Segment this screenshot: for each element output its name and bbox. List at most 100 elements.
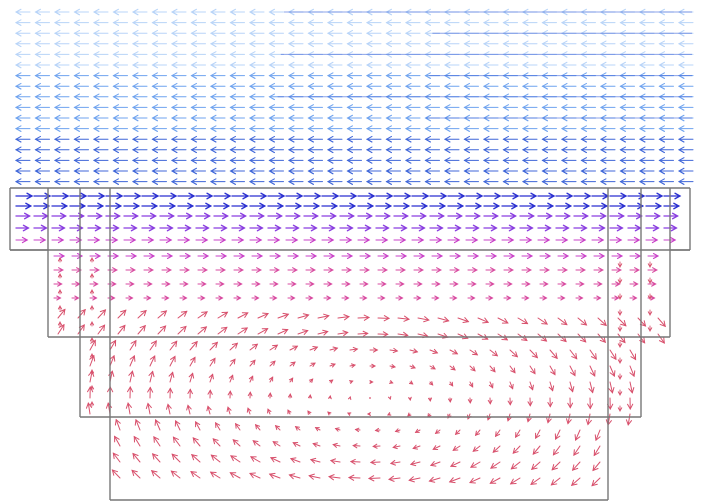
- arrow-tick: [620, 170, 626, 175]
- arrow: [447, 202, 465, 210]
- arrow-tick: [54, 117, 61, 122]
- arrow-tick: [113, 149, 119, 154]
- arrow-tick: [54, 75, 61, 79]
- arrow: [269, 252, 282, 260]
- arrow: [447, 397, 453, 403]
- arrow: [89, 281, 99, 287]
- arrow: [431, 252, 444, 260]
- arrow: [165, 403, 172, 415]
- arrow-tick: [132, 75, 139, 79]
- arrow: [617, 293, 623, 300]
- arrow: [449, 365, 456, 371]
- arrow: [394, 428, 401, 433]
- arrow-tick: [230, 64, 236, 69]
- arrow-tick: [113, 117, 119, 122]
- arrow-tick: [191, 54, 197, 58]
- arrow: [105, 224, 120, 232]
- arrow-tick: [113, 181, 119, 185]
- arrow-tick: [483, 181, 490, 185]
- arrow-tick: [249, 64, 256, 69]
- arrow-tick: [678, 85, 685, 90]
- arrow-tick: [54, 32, 61, 37]
- arrow: [57, 273, 63, 279]
- arrow-tick: [386, 85, 392, 90]
- arrow: [213, 192, 232, 200]
- arrow-tick: [483, 43, 490, 48]
- arrow-tick: [249, 85, 256, 90]
- arrow-tick: [561, 181, 568, 185]
- arrow: [269, 267, 280, 273]
- arrow-tick: [269, 138, 275, 143]
- arrow-tick: [600, 43, 607, 48]
- arrow-tick: [113, 43, 119, 48]
- arrow: [537, 317, 549, 325]
- arrow-tick: [191, 149, 197, 154]
- arrow: [285, 202, 303, 210]
- arrow: [339, 212, 355, 220]
- arrow: [573, 445, 581, 456]
- arrow-tick: [269, 22, 275, 26]
- arrow: [206, 405, 212, 415]
- arrow: [321, 236, 335, 244]
- arrow: [532, 445, 541, 455]
- arrow-tick: [113, 170, 119, 175]
- arrow-tick: [113, 160, 119, 164]
- arrow: [197, 281, 207, 287]
- arrow: [179, 281, 189, 287]
- arrow: [509, 349, 519, 358]
- arrow: [249, 359, 256, 367]
- arrow-tick: [678, 128, 685, 132]
- arrow: [235, 422, 241, 431]
- arrow: [148, 370, 155, 383]
- arrow-tick: [347, 43, 353, 48]
- arrow-tick: [15, 43, 22, 48]
- arrow-tick: [132, 11, 139, 16]
- arrow: [617, 341, 623, 348]
- arrow-tick: [152, 117, 158, 122]
- arrow-tick: [600, 85, 607, 90]
- arrow-tick: [503, 107, 509, 111]
- arrow-tick: [269, 85, 275, 90]
- arrow: [495, 429, 501, 438]
- arrow-tick: [308, 43, 314, 48]
- arrow-tick: [483, 170, 490, 175]
- arrow: [519, 236, 533, 244]
- arrow: [294, 426, 301, 431]
- arrow: [231, 202, 249, 210]
- arrow: [447, 236, 461, 244]
- arrow: [555, 212, 571, 220]
- arrow: [357, 314, 371, 321]
- arrow: [557, 267, 568, 273]
- arrow-tick: [15, 85, 22, 90]
- arrow: [357, 192, 376, 200]
- arrow-tick: [483, 22, 490, 26]
- arrow: [105, 236, 119, 244]
- arrow-tick: [347, 117, 353, 122]
- arrow: [411, 202, 429, 210]
- arrow-tick: [54, 128, 61, 132]
- arrow: [251, 281, 261, 287]
- arrow-tick: [288, 160, 295, 164]
- arrow: [177, 325, 187, 335]
- arrow: [429, 365, 436, 370]
- arrow: [137, 309, 147, 319]
- arrow-tick: [308, 64, 314, 69]
- arrow: [85, 402, 93, 415]
- arrow: [289, 457, 301, 463]
- arrow-tick: [288, 117, 295, 122]
- arrow-tick: [171, 181, 178, 185]
- arrow-tick: [35, 138, 41, 143]
- arrow-tick: [561, 170, 568, 175]
- arrow: [257, 312, 269, 319]
- arrow-tick: [249, 54, 256, 58]
- arrow: [114, 435, 121, 447]
- arrow-tick: [269, 32, 275, 37]
- arrow-tick: [464, 43, 470, 48]
- arrow-tick: [113, 22, 119, 26]
- arrow-tick: [405, 107, 412, 111]
- arrow: [519, 212, 535, 220]
- arrow-tick: [464, 85, 470, 90]
- arrow-tick: [522, 107, 529, 111]
- arrow-tick: [581, 181, 587, 185]
- arrow: [123, 224, 138, 232]
